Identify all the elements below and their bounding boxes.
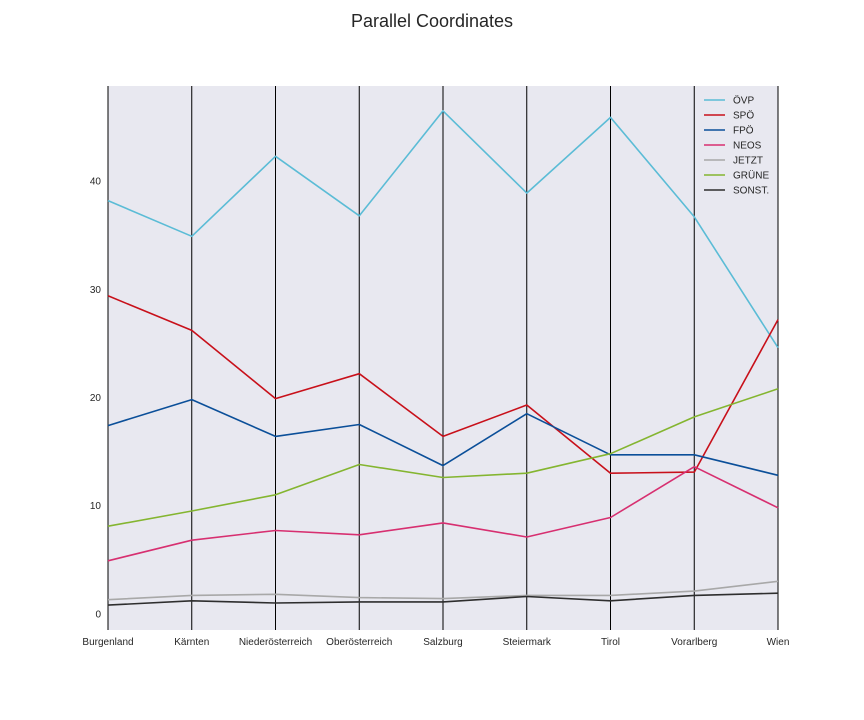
y-tick-label: 40 <box>90 177 102 188</box>
series-line-6 <box>107 592 779 606</box>
y-tick-label: 30 <box>90 285 102 296</box>
y-tick-label: 0 <box>95 609 101 620</box>
legend-label: SONST. <box>733 186 769 197</box>
y-tick-label: 10 <box>90 501 102 512</box>
legend-label: GRÜNE <box>733 170 769 182</box>
x-tick-label: Kärnten <box>174 637 209 648</box>
x-tick-label: Wien <box>767 637 790 648</box>
legend-label: SPÖ <box>733 110 754 122</box>
chart-title: Parallel Coordinates <box>351 11 513 31</box>
series-line-4 <box>107 580 779 601</box>
parallel-axes <box>107 86 779 630</box>
legend-label: JETZT <box>733 156 763 167</box>
series-line-2 <box>107 398 779 477</box>
x-tick-label: Steiermark <box>503 637 552 648</box>
legend: ÖVP SPÖ FPÖ NEOS JETZT GRÜNE SONST. <box>704 95 769 197</box>
x-tick-labels: Burgenland Kärnten Niederösterreich Oberöst… <box>82 637 789 648</box>
x-tick-label: Vorarlberg <box>671 637 717 648</box>
y-tick-label: 20 <box>90 393 102 404</box>
x-tick-label: Niederösterreich <box>239 637 312 648</box>
x-tick-label: Burgenland <box>82 637 133 648</box>
series-line-0 <box>107 110 779 349</box>
x-tick-label: Salzburg <box>423 637 462 648</box>
legend-label: ÖVP <box>733 95 754 107</box>
x-tick-label: Oberösterreich <box>326 637 392 648</box>
series-line-5 <box>107 388 779 527</box>
series-lines <box>107 110 779 606</box>
y-tick-labels: 0 10 20 30 40 <box>90 177 102 621</box>
series-line-1 <box>107 295 779 475</box>
legend-label: NEOS <box>733 141 762 152</box>
series-line-3 <box>107 465 779 562</box>
legend-label: FPÖ <box>733 125 754 137</box>
x-tick-label: Tirol <box>601 637 620 648</box>
